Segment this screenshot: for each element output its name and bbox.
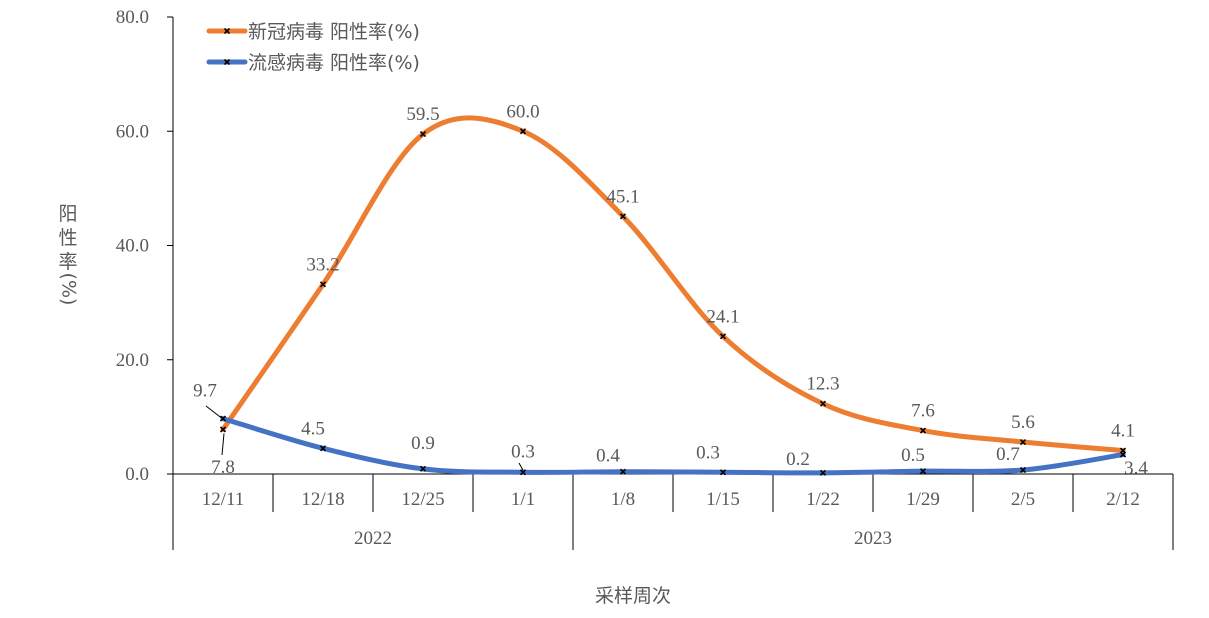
x-tick-label: 1/15 — [706, 489, 740, 510]
x-tick-label: 1/22 — [806, 489, 840, 510]
data-label: 45.1 — [606, 186, 639, 207]
y-axis-title-char: 率 — [58, 251, 77, 273]
data-label: 12.3 — [806, 374, 839, 395]
data-point-marker — [219, 415, 227, 422]
series-line — [220, 115, 1126, 454]
data-label: 0.7 — [996, 444, 1020, 465]
data-label: 59.5 — [406, 104, 439, 125]
y-axis-title: 阳性率(%) — [58, 203, 80, 305]
data-point-marker — [219, 426, 227, 433]
x-tick-label: 12/25 — [401, 489, 444, 510]
data-point-marker — [519, 469, 527, 476]
x-group-label: 2023 — [854, 528, 892, 549]
data-point-marker — [819, 400, 827, 407]
x-tick-label: 12/11 — [202, 489, 245, 510]
y-tick-label: 20.0 — [116, 350, 149, 371]
leader-line — [518, 462, 524, 471]
data-point-marker — [419, 465, 427, 472]
data-labels: 7.8 33.2 59.5 60.0 45.1 24.1 12.3 7.6 5.6 4.1 9.7 4… — [193, 101, 1148, 479]
data-label: 0.3 — [511, 441, 535, 462]
legend-marker-icon — [223, 27, 231, 35]
data-label: 60.0 — [506, 101, 539, 122]
data-point-marker — [319, 445, 327, 452]
leader-line — [205, 405, 222, 418]
x-tick-label: 2/12 — [1106, 489, 1140, 510]
data-label: 7.8 — [211, 457, 235, 478]
data-label: 0.2 — [786, 449, 810, 470]
x-tick-label: 1/1 — [511, 489, 535, 510]
legend-label: 流感病毒 阳性率(%) — [248, 52, 420, 74]
data-label: 0.3 — [696, 442, 720, 463]
y-tick-label: 0.0 — [125, 464, 149, 485]
data-point-marker — [1119, 451, 1127, 458]
series-line — [220, 416, 1126, 476]
legend-item: 流感病毒 阳性率(%) — [206, 52, 420, 74]
axes: 0.0 20.0 40.0 60.0 80.0 12/11 12/18 12/25 1/1 1/8… — [116, 7, 1174, 550]
data-label: 33.2 — [306, 254, 339, 275]
data-label: 9.7 — [193, 381, 217, 402]
data-point-marker — [1019, 438, 1027, 446]
data-label: 4.5 — [301, 418, 325, 439]
legend: 新冠病毒 阳性率(%) 流感病毒 阳性率(%) — [206, 21, 420, 74]
y-axis-title-char: 性 — [58, 227, 77, 249]
data-label: 0.9 — [411, 433, 435, 454]
data-label: 3.4 — [1124, 458, 1148, 479]
data-label: 4.1 — [1111, 421, 1135, 442]
data-point-marker — [819, 469, 827, 476]
data-label: 0.4 — [596, 446, 620, 467]
data-point-marker — [419, 131, 427, 138]
y-axis-title-unit: (%) — [58, 273, 80, 306]
x-tick-label: 1/8 — [611, 489, 635, 510]
y-tick-label: 40.0 — [116, 236, 149, 257]
y-tick-label: 80.0 — [116, 7, 149, 28]
data-point-marker — [319, 281, 327, 288]
data-point-marker — [919, 468, 927, 475]
data-point-marker — [719, 469, 727, 476]
data-point-marker — [619, 213, 627, 220]
data-label: 5.6 — [1011, 412, 1035, 433]
data-point-marker — [619, 468, 627, 475]
legend-label: 新冠病毒 阳性率(%) — [248, 21, 420, 43]
data-label: 24.1 — [706, 306, 739, 327]
x-tick-label: 2/5 — [1011, 489, 1035, 510]
x-axis-title: 采样周次 — [595, 585, 671, 607]
series-group — [219, 115, 1127, 476]
data-point-marker — [1019, 466, 1027, 474]
data-label: 0.5 — [901, 445, 925, 466]
data-label: 7.6 — [911, 401, 935, 422]
x-tick-label: 1/29 — [906, 489, 940, 510]
data-point-marker — [919, 427, 927, 434]
y-tick-label: 60.0 — [116, 121, 149, 142]
leader-line — [221, 433, 225, 456]
data-point-marker — [719, 333, 727, 340]
x-group-label: 2022 — [354, 528, 392, 549]
y-axis-title-char: 阳 — [58, 203, 77, 225]
data-point-marker — [519, 128, 527, 135]
legend-marker-icon — [223, 58, 231, 66]
x-tick-label: 12/18 — [301, 489, 344, 510]
legend-item: 新冠病毒 阳性率(%) — [206, 21, 420, 43]
